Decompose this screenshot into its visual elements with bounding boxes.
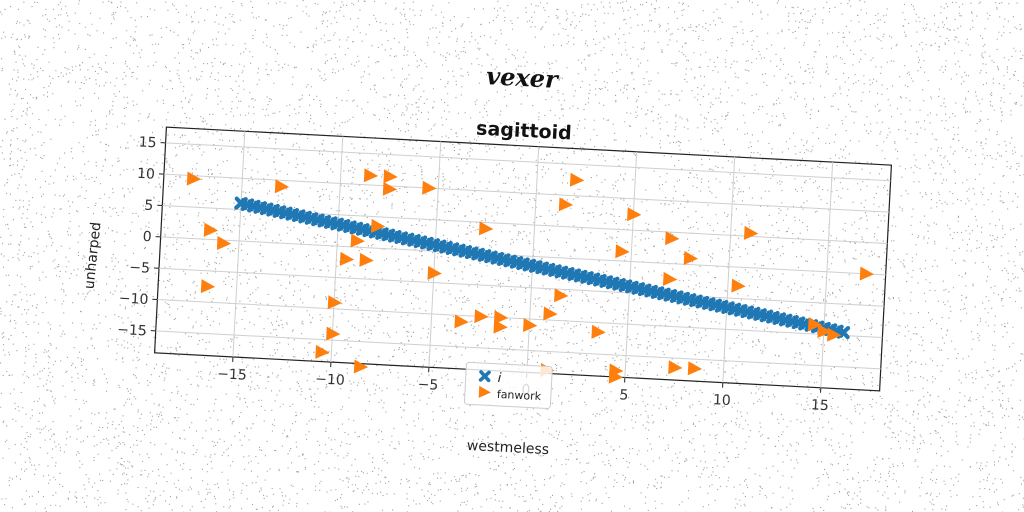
series-layer xyxy=(186,168,875,384)
x-grid-line xyxy=(428,141,442,368)
point-fanwork xyxy=(558,197,574,212)
point-fanwork xyxy=(339,251,355,266)
point-fanwork xyxy=(474,309,489,324)
point-fanwork xyxy=(608,369,624,384)
point-fanwork xyxy=(422,180,437,195)
point-fanwork xyxy=(370,218,386,233)
y-grid-line xyxy=(157,299,883,339)
x-tick-label: 5 xyxy=(619,387,629,403)
point-fanwork xyxy=(522,318,538,333)
y-tick-label: 5 xyxy=(144,198,154,214)
point-fanwork xyxy=(203,222,219,237)
point-fanwork xyxy=(668,360,683,375)
y-grid-line xyxy=(165,142,891,182)
x-tick-label: −10 xyxy=(315,371,345,389)
chart-suptitle: vexer xyxy=(486,61,561,94)
point-fanwork xyxy=(627,207,642,222)
y-grid-line xyxy=(163,173,889,213)
x-tick-label: −15 xyxy=(217,366,247,384)
point-fanwork xyxy=(859,266,875,281)
y-grid-line xyxy=(160,236,886,276)
y-tick-label: 15 xyxy=(138,134,157,151)
point-fanwork xyxy=(327,295,343,310)
point-fanwork xyxy=(817,324,832,339)
point-fanwork xyxy=(363,168,379,183)
point-fanwork xyxy=(554,288,569,303)
point-fanwork xyxy=(662,271,678,286)
legend-marker-fanwork xyxy=(478,385,491,398)
y-grid-line xyxy=(155,330,881,370)
point-fanwork xyxy=(382,181,398,196)
x-grid-line xyxy=(820,162,834,388)
point-fanwork xyxy=(216,235,232,250)
x-grid-line xyxy=(624,151,638,378)
point-fanwork xyxy=(315,344,330,359)
point-fanwork xyxy=(591,324,606,339)
point-fanwork xyxy=(743,225,759,240)
point-fanwork xyxy=(615,244,630,259)
x-grid-line xyxy=(232,131,246,357)
point-fanwork xyxy=(427,265,442,280)
grid-lines xyxy=(155,131,891,388)
x-tick-label: −5 xyxy=(417,377,438,394)
y-tick-label: 0 xyxy=(142,229,152,245)
x-tick-label: 15 xyxy=(811,397,830,414)
legend-label-fanwork: fanwork xyxy=(497,388,542,403)
point-fanwork xyxy=(454,314,469,329)
x-grid-line xyxy=(722,156,736,383)
point-fanwork xyxy=(359,252,374,267)
plot-area: −15−10−5051015151050−5−10−15 i fanwork xyxy=(117,126,893,414)
y-tick-label: 10 xyxy=(137,166,156,183)
point-fanwork xyxy=(665,231,680,246)
legend: i fanwork xyxy=(463,361,553,409)
point-fanwork xyxy=(200,279,216,294)
x-tick-label: 10 xyxy=(713,392,732,409)
point-fanwork xyxy=(827,327,842,342)
point-fanwork xyxy=(478,221,494,236)
point-fanwork xyxy=(274,179,290,194)
point-fanwork xyxy=(326,326,341,341)
point-fanwork xyxy=(383,169,398,184)
x-grid-line xyxy=(330,136,344,363)
point-fanwork xyxy=(350,233,365,248)
legend-label-i: i xyxy=(497,371,502,386)
y-grid-line xyxy=(158,267,885,307)
point-fanwork xyxy=(683,251,699,266)
point-fanwork xyxy=(493,319,508,334)
point-fanwork xyxy=(543,306,558,321)
point-fanwork xyxy=(687,361,703,376)
point-fanwork xyxy=(569,172,585,187)
y-tick-label: −15 xyxy=(117,322,147,340)
y-axis-label: unharped xyxy=(82,221,105,290)
y-tick-label: −10 xyxy=(118,291,148,309)
point-fanwork xyxy=(186,171,202,186)
point-fanwork xyxy=(807,317,823,332)
legend-marker-i xyxy=(478,370,491,383)
y-tick-label: −5 xyxy=(129,260,150,277)
chart-title: sagittoid xyxy=(476,118,573,145)
point-fanwork xyxy=(493,310,509,325)
point-fanwork xyxy=(731,278,746,293)
x-axis-label: westmeless xyxy=(466,438,549,458)
point-fanwork xyxy=(353,359,369,374)
